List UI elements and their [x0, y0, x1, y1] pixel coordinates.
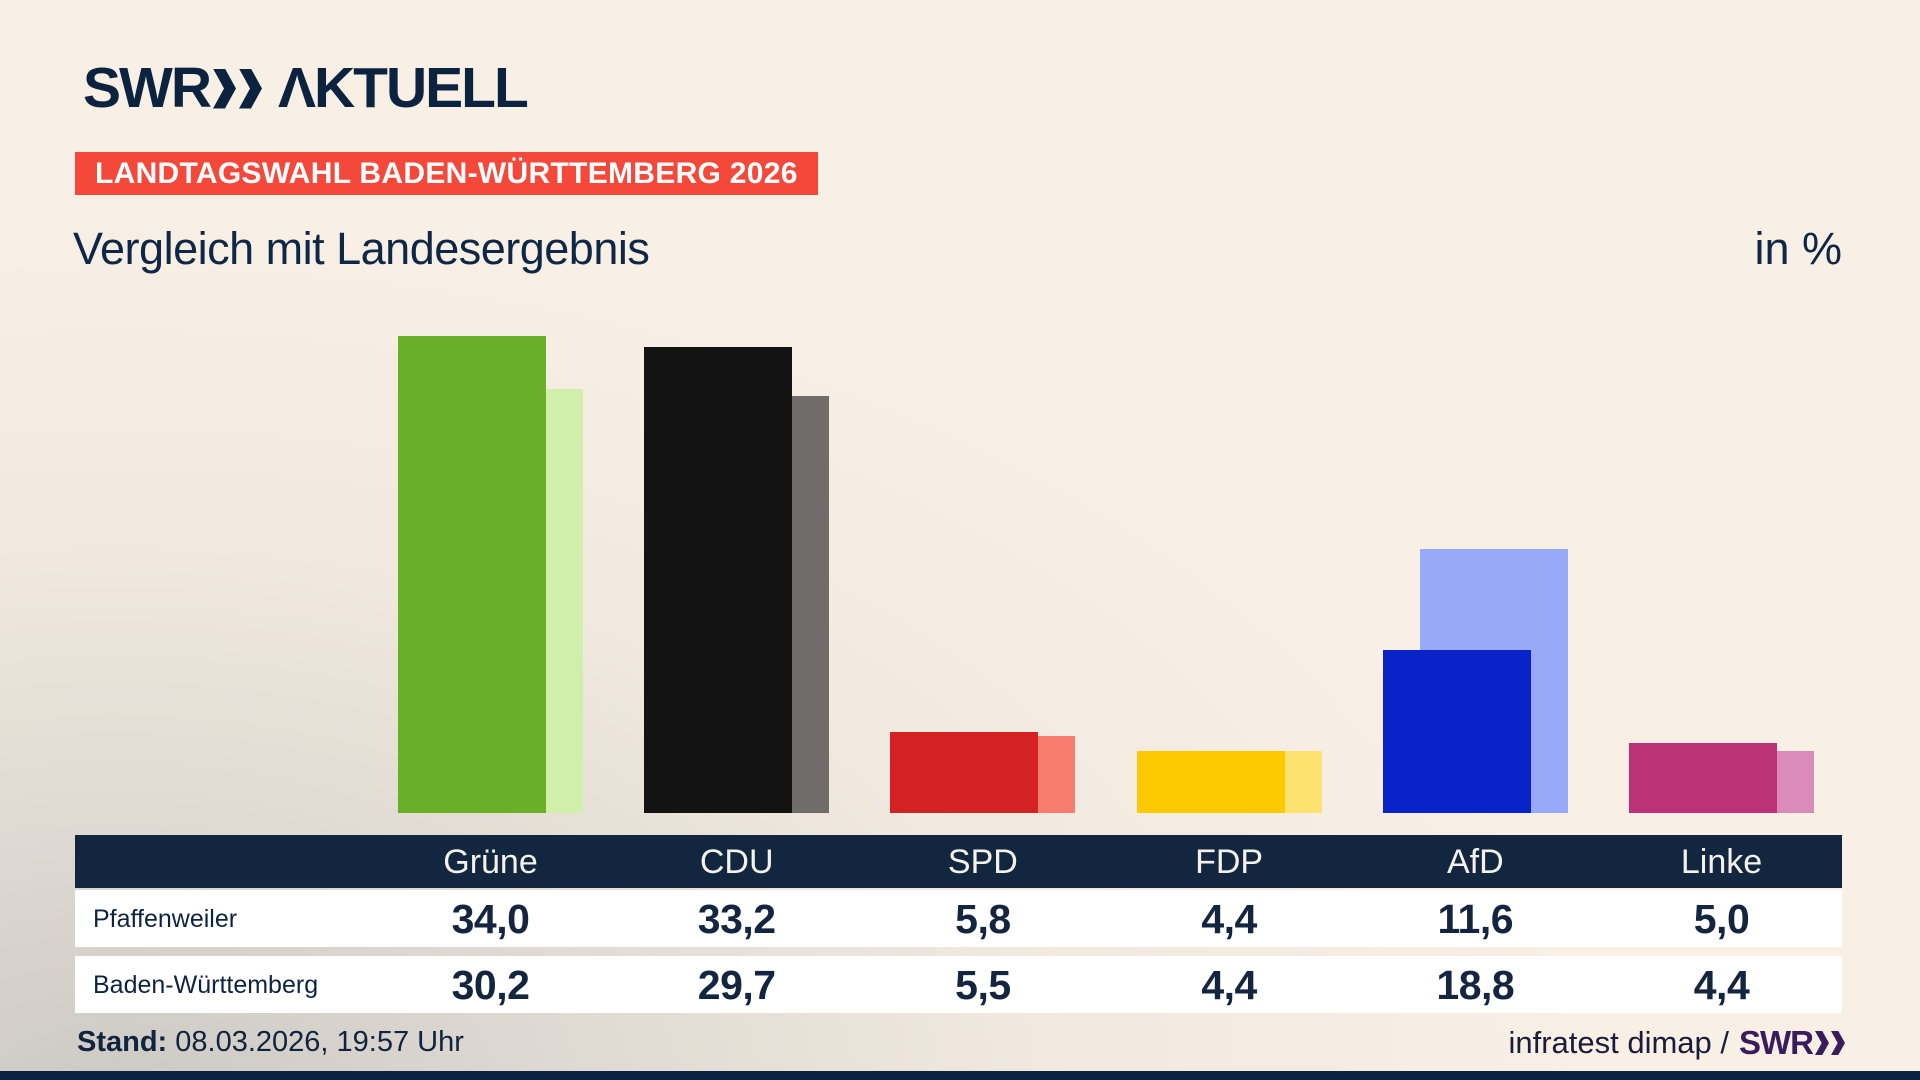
unit-label: in %: [1754, 223, 1842, 274]
value-pfaffenweiler-cdu: 33,2: [697, 896, 776, 942]
value-baden-wurttemberg-cdu: 29,7: [697, 962, 776, 1008]
election-banner: LANDTAGSWAHL BADEN-WÜRTTEMBERG 2026: [75, 152, 818, 195]
table-header-row: Grüne CDU SPD FDP AfD Linke: [75, 835, 1842, 888]
bar-pfaffenweiler-linke: [1629, 743, 1777, 813]
bar-pfaffenweiler-afd: [1382, 650, 1531, 813]
table-row-baden-wuerttemberg: Baden-Württemberg 30,2 29,7 5,5 4,4 18,8 4,4: [75, 956, 1842, 1013]
value-baden-wurttemberg-fdp: 4,4: [1201, 962, 1257, 1008]
row-label: Pfaffenweiler: [93, 905, 238, 933]
bar-group-afd: [1382, 333, 1568, 813]
logo-aktuell-text: ΛKTUELL: [277, 56, 529, 120]
chevron-right-icon: [238, 68, 262, 109]
header-cell-fdp: FDP: [1195, 843, 1264, 881]
chart-title: Vergleich mit Landesergebnis: [73, 223, 650, 274]
source-credit: infratest dimap / SWR: [1508, 1024, 1845, 1062]
header-cell-spd: SPD: [947, 843, 1018, 881]
bar-pfaffenweiler-grune: [398, 336, 546, 813]
header-cell-linke: Linke: [1680, 843, 1763, 881]
bottom-navy-bar: [0, 1071, 1920, 1080]
value-pfaffenweiler-grune: 34,0: [451, 896, 530, 942]
bar-pfaffenweiler-cdu: [644, 347, 793, 813]
value-pfaffenweiler-fdp: 4,4: [1201, 896, 1257, 942]
bar-pfaffenweiler-fdp: [1136, 751, 1285, 813]
chevron-right-icon: [1815, 1031, 1829, 1055]
source-text: infratest dimap /: [1508, 1025, 1729, 1060]
header-cell-afd: AfD: [1446, 843, 1504, 881]
value-pfaffenweiler-linke: 5,0: [1693, 896, 1750, 942]
table-row-pfaffenweiler: Pfaffenweiler 34,0 33,2 5,8 4,4 11,6 5,0: [75, 890, 1842, 947]
stand-label: Stand:: [77, 1026, 168, 1058]
value-baden-wurttemberg-grune: 30,2: [451, 962, 530, 1008]
header-cell-cdu: CDU: [699, 843, 774, 881]
header-cell-grune: Grüne: [443, 843, 538, 881]
bar-group-spd: [890, 333, 1076, 813]
logo-swr-text: SWR: [83, 56, 212, 120]
value-baden-wurttemberg-linke: 4,4: [1693, 962, 1750, 1008]
chevron-right-icon: [1831, 1031, 1845, 1055]
bar-group-fdp: [1136, 333, 1322, 813]
value-baden-wurttemberg-spd: 5,5: [955, 962, 1011, 1008]
timestamp: Stand: 08.03.2026, 19:57 Uhr: [77, 1026, 464, 1059]
bar-group-cdu: [644, 333, 830, 813]
value-pfaffenweiler-spd: 5,8: [955, 896, 1011, 942]
stand-value: 08.03.2026, 19:57 Uhr: [167, 1026, 464, 1058]
row-label: Baden-Württemberg: [93, 971, 319, 999]
chevron-right-icon: [212, 68, 236, 109]
value-pfaffenweiler-afd: 11,6: [1437, 896, 1514, 942]
source-swr-logo: SWR: [1739, 1024, 1814, 1061]
bar-group-linke: [1629, 333, 1814, 813]
swr-aktuell-logo: SWR ΛKTUELL: [83, 56, 529, 120]
bar-pfaffenweiler-spd: [890, 732, 1039, 813]
value-baden-wurttemberg-afd: 18,8: [1436, 962, 1515, 1008]
bar-group-grune: [398, 333, 583, 813]
